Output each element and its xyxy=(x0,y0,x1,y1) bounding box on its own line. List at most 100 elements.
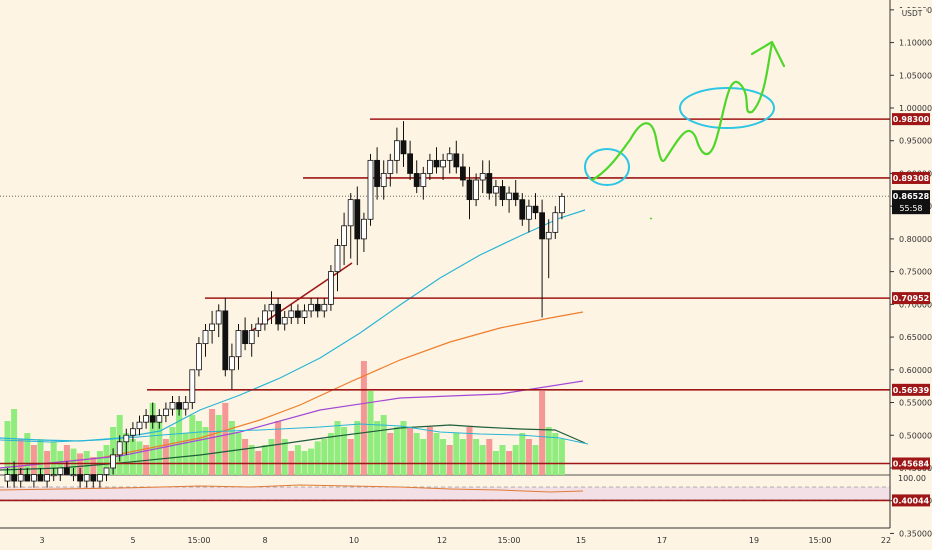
x-tick-label: 22 xyxy=(881,536,891,545)
candle-body xyxy=(83,474,90,482)
x-tick-label: 10 xyxy=(349,536,359,545)
volume-bar xyxy=(63,445,70,475)
candle-body xyxy=(360,218,367,240)
volume-bar xyxy=(532,445,539,475)
volume-bar xyxy=(393,427,400,475)
y-tick-label: 0.65000 xyxy=(899,333,932,342)
volume-bar xyxy=(156,415,163,475)
y-tick-label: 1.10000 xyxy=(899,39,932,48)
volume-bar xyxy=(314,441,321,475)
candle-body xyxy=(149,415,156,423)
y-tick-label: 0.95000 xyxy=(899,137,932,146)
volume-bar xyxy=(380,415,387,475)
volume-bar xyxy=(308,448,315,475)
candle-body xyxy=(413,173,420,187)
candle-body xyxy=(169,402,176,410)
candle-body xyxy=(143,415,150,423)
level-price-label: 0.98300 xyxy=(893,115,930,124)
level-price-tag xyxy=(892,383,930,396)
candle-body xyxy=(222,310,229,371)
volume-bar xyxy=(103,445,110,475)
volume-bar xyxy=(228,421,235,475)
y-tick-label: 0.80000 xyxy=(899,235,932,244)
volume-bar xyxy=(37,439,44,475)
candle-body xyxy=(559,195,565,214)
candle-body xyxy=(545,231,552,240)
volume-bar xyxy=(473,439,480,475)
candle-body xyxy=(261,310,268,325)
volume-bar xyxy=(248,445,255,475)
volume-bar xyxy=(162,439,169,475)
candle-body xyxy=(162,408,169,417)
candle-body xyxy=(30,474,37,482)
candle-body xyxy=(268,303,275,312)
candle-body xyxy=(380,173,387,187)
volume-bar xyxy=(360,361,367,475)
candle-body xyxy=(393,140,400,161)
volume-bar xyxy=(24,433,31,475)
last-price-tag xyxy=(892,190,930,215)
level-price-label: 0.70952 xyxy=(893,294,929,303)
level-price-tag xyxy=(892,494,930,507)
candle-body xyxy=(446,153,453,161)
volume-bar xyxy=(189,415,196,475)
candle-body xyxy=(400,140,407,155)
volume-bar xyxy=(426,427,433,475)
time-axis[interactable]: 3 5 15:00 8 10 12 15:00 15 17 19 15:00 22 xyxy=(39,536,891,545)
candle-body xyxy=(552,212,559,233)
candle-body xyxy=(354,199,361,240)
y-tick-label: 0.60000 xyxy=(899,366,932,375)
volume-bar xyxy=(202,427,209,475)
candle-body xyxy=(334,245,341,273)
projection-arrow-head xyxy=(750,40,786,68)
level-price-label: 0.40044 xyxy=(893,496,930,505)
volume-bar xyxy=(70,448,77,475)
candle-body xyxy=(492,186,499,194)
volume-bar xyxy=(4,421,11,475)
volume-bar xyxy=(446,445,453,475)
candle-body xyxy=(182,402,189,410)
volume-bar xyxy=(90,457,97,475)
volume-bar xyxy=(195,421,202,475)
x-tick-label: 12 xyxy=(437,536,447,545)
candle-body xyxy=(532,205,539,214)
y-tick-label: 0.70000 xyxy=(899,300,932,309)
candle-body xyxy=(367,159,374,220)
candle-body xyxy=(407,153,414,174)
candle-body xyxy=(281,317,288,325)
candle-body xyxy=(499,186,506,201)
candle-body xyxy=(189,369,196,403)
volume-bar xyxy=(235,433,242,475)
volume-bar xyxy=(433,433,440,475)
candle-body xyxy=(433,159,440,168)
last-price-label: 0.86528 xyxy=(893,192,930,201)
candle-body xyxy=(4,474,11,482)
volume-bar xyxy=(552,433,559,475)
candle-body xyxy=(275,303,282,325)
indicator-axis-label: 100.00 xyxy=(898,474,926,483)
candle-body xyxy=(156,415,163,423)
volume-bar xyxy=(367,391,374,475)
candle-body xyxy=(526,205,532,220)
x-tick-label: 15:00 xyxy=(497,536,520,545)
indicator-band xyxy=(0,487,890,500)
currency-badge xyxy=(898,8,926,18)
candle-body xyxy=(116,441,123,456)
candle-body xyxy=(235,330,242,358)
candle-body xyxy=(57,467,64,475)
volume-bar xyxy=(453,433,460,475)
candle-body xyxy=(90,474,97,482)
quote-currency: USDT xyxy=(902,9,923,18)
volume-bar xyxy=(294,445,301,475)
candle-body xyxy=(486,173,493,194)
volume-bar xyxy=(215,415,222,475)
candle-body xyxy=(341,225,348,246)
candle-body xyxy=(44,474,50,482)
candle-body xyxy=(136,421,143,430)
x-tick-label: 8 xyxy=(262,536,267,545)
volume-bar xyxy=(512,445,519,475)
horizontal-levels[interactable] xyxy=(0,118,890,502)
level-price-label: 0.89308 xyxy=(893,174,930,183)
level-price-tag xyxy=(892,113,930,126)
